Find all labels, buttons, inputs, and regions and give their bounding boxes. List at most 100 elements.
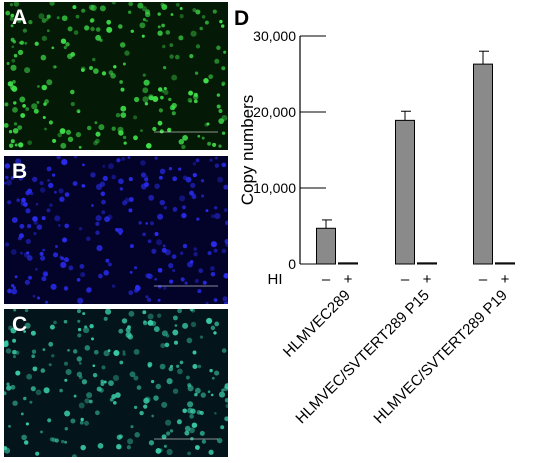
cell-nucleus (17, 49, 24, 56)
cell-nucleus (195, 44, 201, 49)
cell-nucleus (201, 439, 207, 444)
cell-nucleus (172, 207, 178, 212)
cell-nucleus (6, 179, 12, 186)
cell-nucleus (33, 108, 39, 114)
cell-nucleus (101, 210, 106, 215)
cell-nucleus (166, 431, 171, 436)
cell-nucleus (134, 285, 141, 291)
cell-nucleus (182, 322, 189, 329)
cell-nucleus (4, 102, 9, 107)
cell-nucleus (57, 132, 62, 138)
cell-nucleus (104, 216, 111, 223)
cell-nucleus (150, 379, 155, 384)
cell-nucleus (119, 80, 123, 84)
cell-nucleus (98, 273, 103, 279)
cell-nucleus (4, 181, 7, 185)
cell-nucleus (225, 403, 228, 409)
bar-hi-plus (338, 262, 358, 265)
cell-nucleus (83, 327, 90, 334)
cell-nucleus (181, 212, 187, 219)
cell-nucleus (86, 392, 93, 399)
cell-nucleus (206, 122, 210, 126)
cell-nucleus (178, 139, 185, 145)
cell-nucleus (204, 20, 209, 25)
cell-nucleus (176, 364, 180, 368)
cell-nucleus (223, 50, 227, 54)
cell-nucleus (192, 161, 197, 166)
cell-nucleus (56, 156, 61, 160)
cell-nucleus (10, 176, 15, 180)
cell-nucleus (144, 9, 151, 15)
cell-nucleus (36, 101, 40, 104)
cell-nucleus (19, 40, 25, 45)
cell-nucleus (190, 321, 197, 328)
cell-nucleus (216, 45, 221, 51)
cell-nucleus (186, 337, 193, 344)
cell-nucleus (22, 169, 26, 173)
cell-nucleus (154, 278, 157, 281)
cell-nucleus (101, 365, 106, 370)
cell-nucleus (56, 16, 60, 20)
cell-nucleus (40, 430, 43, 434)
cell-nucleus (61, 439, 65, 444)
cell-nucleus (162, 65, 167, 70)
cell-nucleus (145, 19, 149, 23)
cell-nucleus (127, 438, 134, 445)
cell-nucleus (213, 331, 217, 335)
cell-nucleus (193, 247, 198, 251)
cell-nucleus (36, 224, 43, 230)
cell-nucleus (5, 10, 11, 16)
cell-nucleus (24, 279, 31, 285)
cell-nucleus (121, 156, 126, 161)
cell-nucleus (91, 204, 94, 207)
micrograph-panel-a: A (4, 2, 228, 150)
cell-nucleus (120, 87, 125, 92)
cell-nucleus (27, 224, 32, 229)
cell-nucleus (197, 289, 202, 294)
cell-nucleus (98, 124, 105, 131)
cell-nucleus (159, 199, 166, 206)
cell-nucleus (199, 26, 203, 31)
cell-nucleus (200, 392, 206, 398)
cell-nucleus (92, 372, 98, 378)
micrograph-image-b (4, 156, 228, 304)
cell-nucleus (189, 309, 194, 312)
cell-nucleus (46, 166, 52, 172)
cell-nucleus (63, 45, 67, 50)
cell-nucleus (81, 184, 86, 188)
cell-nucleus (194, 71, 199, 75)
cell-nucleus (118, 328, 124, 334)
cell-nucleus (208, 74, 214, 80)
cell-nucleus (207, 390, 211, 394)
cell-nucleus (47, 178, 51, 182)
cell-nucleus (118, 178, 124, 185)
cell-nucleus (88, 4, 95, 11)
cell-nucleus (187, 383, 192, 388)
cell-nucleus (209, 368, 213, 373)
cell-nucleus (199, 430, 205, 436)
cell-nucleus (191, 422, 198, 428)
cell-nucleus (110, 72, 116, 79)
cell-nucleus (81, 379, 88, 385)
cell-nucleus (169, 279, 174, 284)
cell-nucleus (35, 451, 40, 456)
cell-nucleus (60, 256, 65, 261)
cell-nucleus (192, 8, 197, 13)
cell-nucleus (213, 248, 218, 253)
cell-nucleus (189, 100, 192, 103)
hi-plus-sign: + (344, 271, 353, 288)
cell-nucleus (89, 18, 94, 23)
cell-nucleus (11, 58, 16, 63)
cell-nucleus (116, 443, 122, 450)
cell-nucleus (111, 2, 116, 5)
cell-nucleus (216, 437, 223, 444)
cell-nucleus (184, 281, 188, 285)
cell-nucleus (64, 223, 69, 229)
cell-nucleus (143, 404, 148, 409)
cell-nucleus (16, 198, 20, 202)
cell-nucleus (142, 232, 146, 237)
cell-nucleus (64, 427, 69, 431)
cell-nucleus (62, 237, 68, 243)
cell-nucleus (147, 313, 154, 320)
cell-nucleus (64, 192, 70, 197)
